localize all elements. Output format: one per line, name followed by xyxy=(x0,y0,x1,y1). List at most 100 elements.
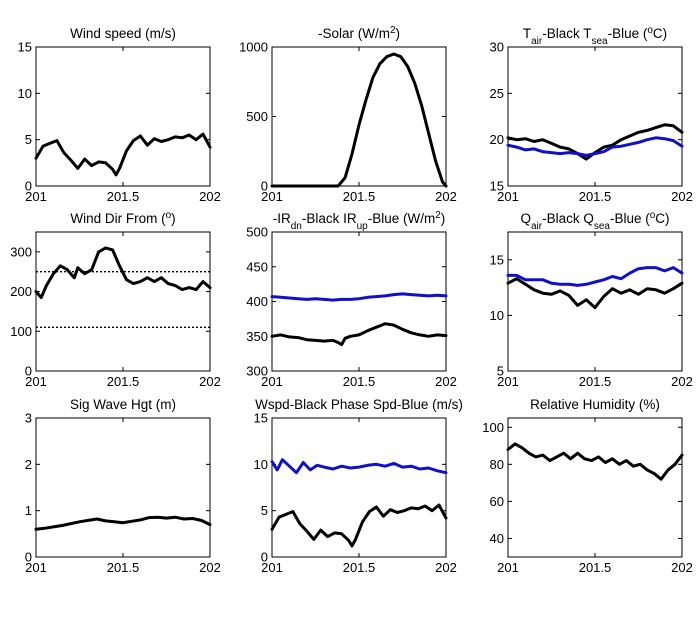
y-tick-label: 400 xyxy=(246,294,268,309)
series-line-1 xyxy=(34,515,212,531)
chart-panel-3: Tair-Black Tsea-Blue (oC) 201 201.5 202 15 20… xyxy=(490,25,693,205)
y-tick-label: 300 xyxy=(10,244,32,259)
y-tick-label: 25 xyxy=(490,86,504,101)
series-line-1 xyxy=(270,52,448,188)
plot-area xyxy=(35,46,211,187)
x-tick-label: 201.5 xyxy=(579,189,612,204)
y-tick-label: 0 xyxy=(261,550,268,565)
series-line-2 xyxy=(506,136,684,157)
plot-area xyxy=(271,231,447,372)
y-tick-label: 0 xyxy=(261,179,268,194)
y-tick-label: 500 xyxy=(246,109,268,124)
series-line-1 xyxy=(34,132,212,177)
chart-panel-6: Qair-Black Qsea-Blue (oC) 201 201.5 202 5 10 1… xyxy=(490,210,693,390)
chart-panel-8: Wspd-Black Phase Spd-Blue (m/s) 201 201.5 2… xyxy=(254,397,463,575)
plot-area xyxy=(271,417,447,558)
plot-area xyxy=(35,417,211,558)
y-tick-label: 200 xyxy=(10,284,32,299)
plot-area xyxy=(507,231,683,372)
y-tick-label: 1 xyxy=(25,503,32,518)
chart-title: -IRdn-Black IRup-Blue (W/m2) xyxy=(273,210,446,232)
y-tick-label: 0 xyxy=(25,179,32,194)
x-tick-label: 201.5 xyxy=(579,374,612,389)
chart-panel-1: Wind speed (m/s) 201 201.5 202 0 5 10 15 xyxy=(18,26,221,204)
y-tick-label: 3 xyxy=(25,411,32,426)
series-line-1 xyxy=(34,246,212,299)
x-tick-label: 201.5 xyxy=(343,189,376,204)
plot-area xyxy=(507,46,683,187)
x-tick-label: 201.5 xyxy=(107,560,140,575)
y-tick-label: 10 xyxy=(254,457,268,472)
x-tick-label: 201.5 xyxy=(579,560,612,575)
series-line-1 xyxy=(506,277,684,310)
chart-title: Wind Dir From (o) xyxy=(70,210,175,227)
y-tick-label: 15 xyxy=(490,252,504,267)
chart-title: Qair-Black Qsea-Blue (oC) xyxy=(520,210,669,232)
y-tick-label: 2 xyxy=(25,457,32,472)
y-tick-label: 450 xyxy=(246,259,268,274)
x-tick-label: 202 xyxy=(671,560,693,575)
chart-title: Tair-Black Tsea-Blue (oC) xyxy=(523,25,667,47)
series-line-1 xyxy=(270,503,448,548)
y-tick-label: 80 xyxy=(490,457,504,472)
y-tick-label: 30 xyxy=(490,40,504,55)
y-tick-label: 100 xyxy=(482,420,504,435)
y-tick-label: 60 xyxy=(490,494,504,509)
chart-title: Wind speed (m/s) xyxy=(70,26,176,41)
chart-panel-4: Wind Dir From (o) 201 201.5 202 0 100 200 300 xyxy=(10,210,221,390)
x-tick-label: 202 xyxy=(671,374,693,389)
x-tick-label: 201.5 xyxy=(343,560,376,575)
chart-title: Wspd-Black Phase Spd-Blue (m/s) xyxy=(255,397,463,412)
y-tick-label: 0 xyxy=(25,364,32,379)
plot-area xyxy=(35,231,211,372)
series-line-2 xyxy=(506,266,684,287)
x-tick-label: 202 xyxy=(435,560,457,575)
y-tick-label: 10 xyxy=(490,308,504,323)
y-tick-label: 500 xyxy=(246,225,268,240)
x-tick-label: 201.5 xyxy=(107,189,140,204)
x-tick-label: 202 xyxy=(199,560,221,575)
plot-area xyxy=(507,417,683,558)
x-tick-label: 201.5 xyxy=(343,374,376,389)
x-tick-label: 201 xyxy=(497,374,519,389)
y-tick-label: 40 xyxy=(490,531,504,546)
chart-panel-7: Sig Wave Hgt (m) 201 201.5 202 0 1 2 3 xyxy=(25,397,221,575)
x-tick-label: 202 xyxy=(435,189,457,204)
x-tick-label: 202 xyxy=(671,189,693,204)
x-tick-label: 202 xyxy=(199,374,221,389)
y-tick-label: 0 xyxy=(25,550,32,565)
x-tick-label: 201 xyxy=(25,189,47,204)
y-tick-label: 5 xyxy=(261,503,268,518)
x-tick-label: 201 xyxy=(25,560,47,575)
x-tick-label: 202 xyxy=(435,374,457,389)
chart-panel-5: -IRdn-Black IRup-Blue (W/m2) 201 201.5 202 3… xyxy=(246,210,457,390)
y-tick-label: 5 xyxy=(497,364,504,379)
chart-panel-9: Relative Humidity (%) 201 201.5 202 40 60 80 10… xyxy=(482,397,693,575)
y-tick-label: 15 xyxy=(490,179,504,194)
x-tick-label: 201 xyxy=(497,560,519,575)
series-line-1 xyxy=(270,322,448,347)
chart-title: -Solar (W/m2) xyxy=(318,25,400,42)
y-tick-label: 300 xyxy=(246,364,268,379)
y-tick-label: 5 xyxy=(25,132,32,147)
x-tick-label: 201 xyxy=(261,374,283,389)
series-line-2 xyxy=(270,292,448,302)
chart-title: Sig Wave Hgt (m) xyxy=(70,397,176,412)
plot-area xyxy=(271,46,447,187)
x-tick-label: 201 xyxy=(25,374,47,389)
x-tick-label: 201 xyxy=(261,560,283,575)
y-tick-label: 15 xyxy=(18,40,32,55)
y-tick-label: 350 xyxy=(246,329,268,344)
series-line-2 xyxy=(270,458,448,475)
y-tick-label: 100 xyxy=(10,324,32,339)
y-tick-label: 1000 xyxy=(239,40,268,55)
chart-title: Relative Humidity (%) xyxy=(530,397,660,412)
x-tick-label: 201 xyxy=(497,189,519,204)
y-tick-label: 15 xyxy=(254,411,268,426)
x-tick-label: 201.5 xyxy=(107,374,140,389)
x-tick-label: 202 xyxy=(199,189,221,204)
chart-panel-2: -Solar (W/m2) 201 201.5 202 0 500 1000 xyxy=(239,25,457,205)
x-tick-label: 201 xyxy=(261,189,283,204)
series-line-1 xyxy=(506,442,684,481)
